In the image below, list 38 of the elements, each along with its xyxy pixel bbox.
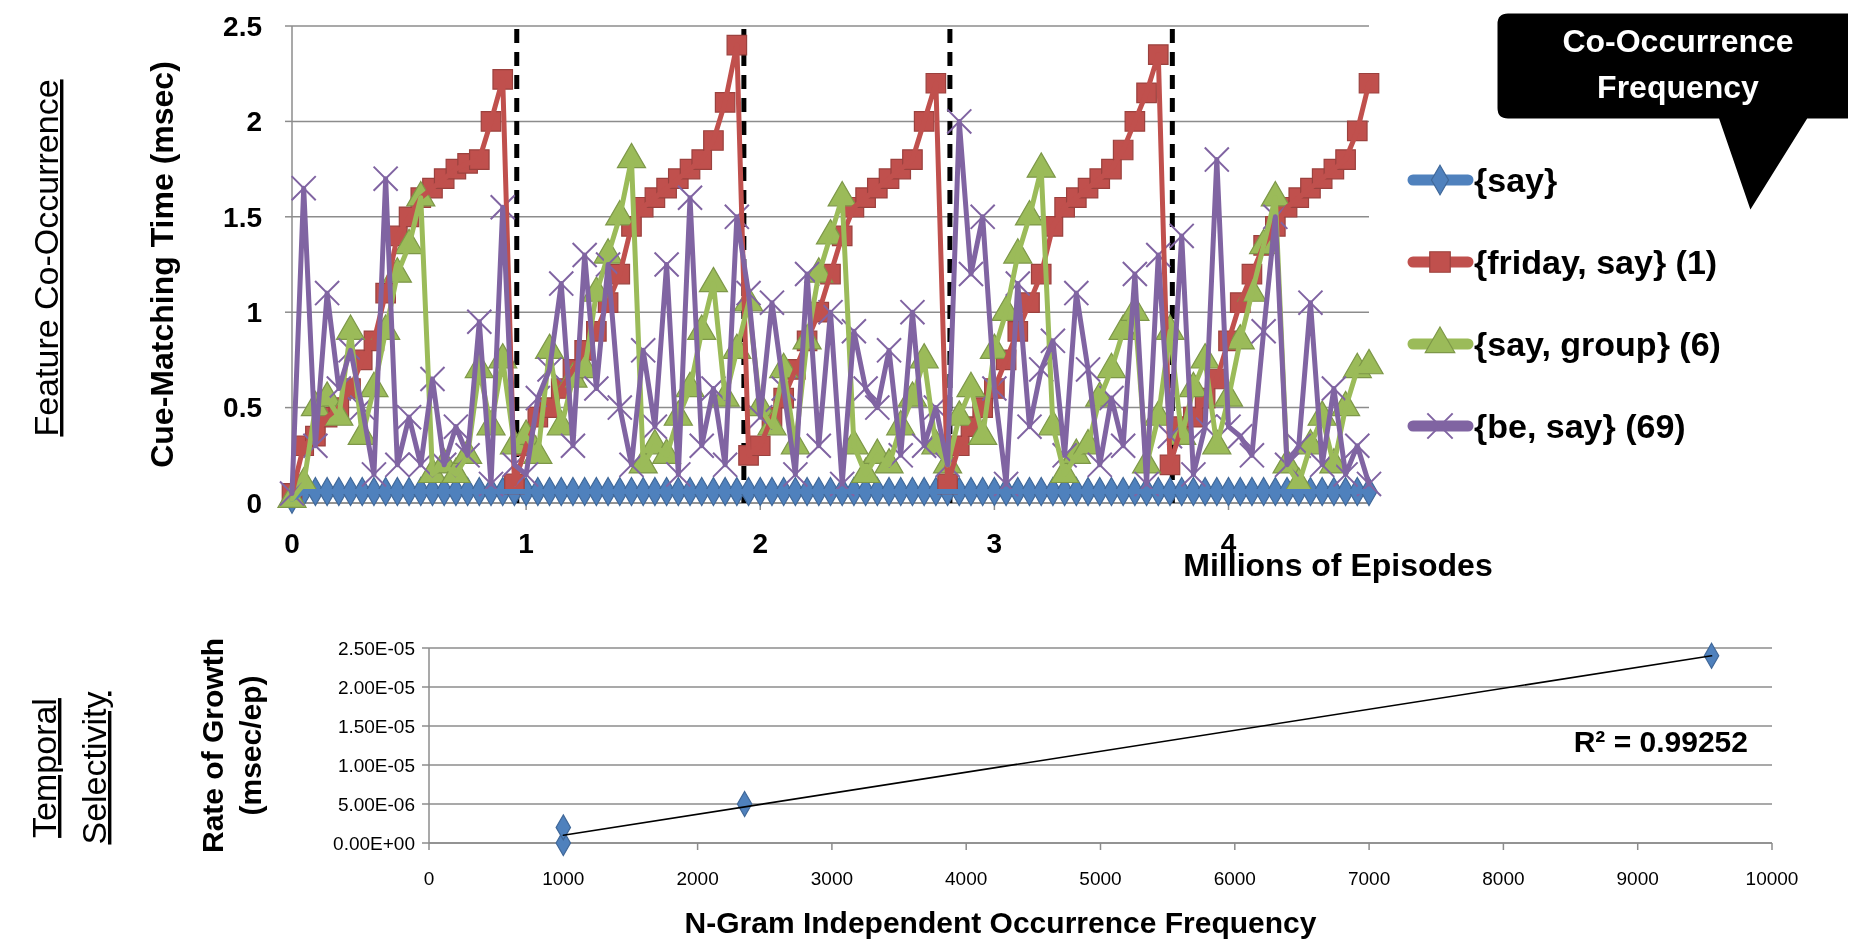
y-tick-label: 2: [246, 106, 262, 138]
legend-label: {say}: [1474, 160, 1558, 199]
x-tick-label: 0: [423, 868, 435, 889]
x-tick-label: 6000: [1213, 868, 1256, 889]
y-tick-label: 0.00E+00: [333, 832, 415, 854]
y-tick-label: 1.5: [223, 201, 262, 233]
x-tick-label: 1000: [542, 868, 585, 889]
x-tick-label: 2000: [676, 868, 719, 889]
y-tick-label: 2.50E-05: [337, 637, 415, 659]
text: Co-Occurrence Frequency: [1562, 23, 1794, 105]
x-tick-label: 3: [986, 528, 1003, 559]
x-tick-label: 10000: [1745, 868, 1799, 889]
x-tick-label: 9000: [1616, 868, 1659, 889]
y-axis-title: Cue-Matching Time (msec): [144, 61, 180, 468]
y-tick-label: 0: [246, 487, 262, 519]
legend-label: {be, say} (69): [1474, 406, 1686, 445]
y-tick-label: 2.5: [223, 10, 262, 42]
y-tick-label: 0.5: [223, 392, 262, 424]
x-tick-label: 2: [752, 528, 769, 559]
legend-label: {friday, say} (1): [1474, 242, 1718, 281]
y-tick-label: 5.00E-06: [337, 793, 415, 815]
y-axis-title: Rate of Growth (msec/ep): [196, 638, 267, 853]
annotation: R² = 0.99252: [1573, 725, 1748, 759]
y-tick-label: 1: [246, 297, 262, 328]
x-tick-label: 5000: [1079, 868, 1122, 889]
text: Temporal Selectivity: [25, 691, 113, 845]
text: Feature Co-Occurrence: [27, 79, 65, 437]
x-tick-label: 1: [518, 528, 534, 559]
y-tick-label: 1.00E-05: [337, 754, 415, 776]
x-tick-label: 7000: [1347, 868, 1391, 889]
x-tick-label: 3000: [810, 868, 854, 889]
y-tick-label: 1.50E-05: [337, 715, 415, 737]
x-axis-title: N-Gram Independent Occurrence Frequency: [684, 906, 1317, 939]
x-tick-label: 4000: [945, 868, 988, 889]
x-tick-label: 8000: [1482, 868, 1525, 889]
x-tick-label: 0: [284, 528, 300, 559]
y-tick-label: 2.00E-05: [337, 676, 415, 698]
legend-label: {say, group} (6): [1474, 324, 1721, 363]
